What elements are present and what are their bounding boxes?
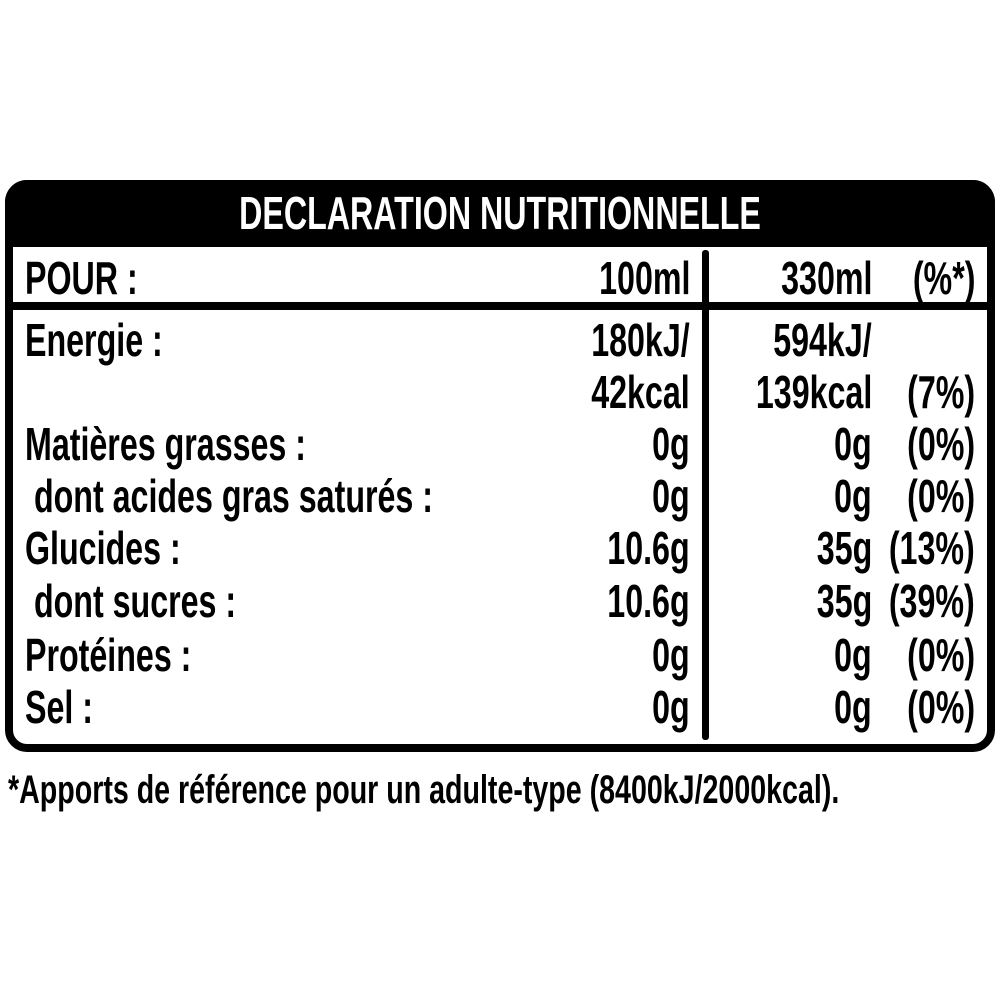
- row-label: Protéines :: [25, 629, 192, 681]
- header-label: POUR :: [25, 252, 138, 304]
- row-col1: 0g: [652, 629, 690, 681]
- row-col3: (0%): [907, 470, 975, 522]
- row-col1: 180kJ/: [591, 314, 690, 366]
- table-header-band: [5, 180, 995, 247]
- row-col2: 0g: [834, 629, 872, 681]
- header-divider: [5, 302, 995, 310]
- header-col1: 100ml: [598, 252, 690, 304]
- row-label: Glucides :: [25, 522, 181, 574]
- row-col1: 0g: [652, 418, 690, 470]
- row-col2: 35g: [816, 575, 872, 627]
- row-col2: 0g: [834, 470, 872, 522]
- table-title: DECLARATION NUTRITIONNELLE: [239, 187, 761, 239]
- row-col2: 0g: [834, 418, 872, 470]
- row-col3: (13%): [889, 522, 975, 574]
- row-col1: 10.6g: [607, 575, 690, 627]
- row-col3: (0%): [907, 629, 975, 681]
- header-col2: 330ml: [780, 252, 872, 304]
- row-col1: 0g: [652, 470, 690, 522]
- row-col2: 139kcal: [755, 366, 872, 418]
- row-col2: 35g: [816, 522, 872, 574]
- row-label: Energie :: [25, 314, 163, 366]
- row-label: dont sucres :: [25, 575, 237, 627]
- row-col2: 594kJ/: [773, 314, 872, 366]
- row-col3: (0%): [907, 418, 975, 470]
- row-label: Sel :: [25, 681, 94, 733]
- row-label: dont acides gras saturés :: [25, 470, 434, 522]
- row-col3: (39%): [889, 575, 975, 627]
- row-col1: 42kcal: [591, 366, 690, 418]
- row-col3: (0%): [907, 681, 975, 733]
- header-col3: (%*): [912, 252, 975, 304]
- row-col1: 10.6g: [607, 522, 690, 574]
- row-col2: 0g: [834, 681, 872, 733]
- column-divider: [702, 250, 709, 740]
- row-col1: 0g: [652, 681, 690, 733]
- footnote: *Apports de référence pour un adulte-typ…: [8, 768, 840, 812]
- row-col3: (7%): [907, 366, 975, 418]
- row-label: Matières grasses :: [25, 418, 307, 470]
